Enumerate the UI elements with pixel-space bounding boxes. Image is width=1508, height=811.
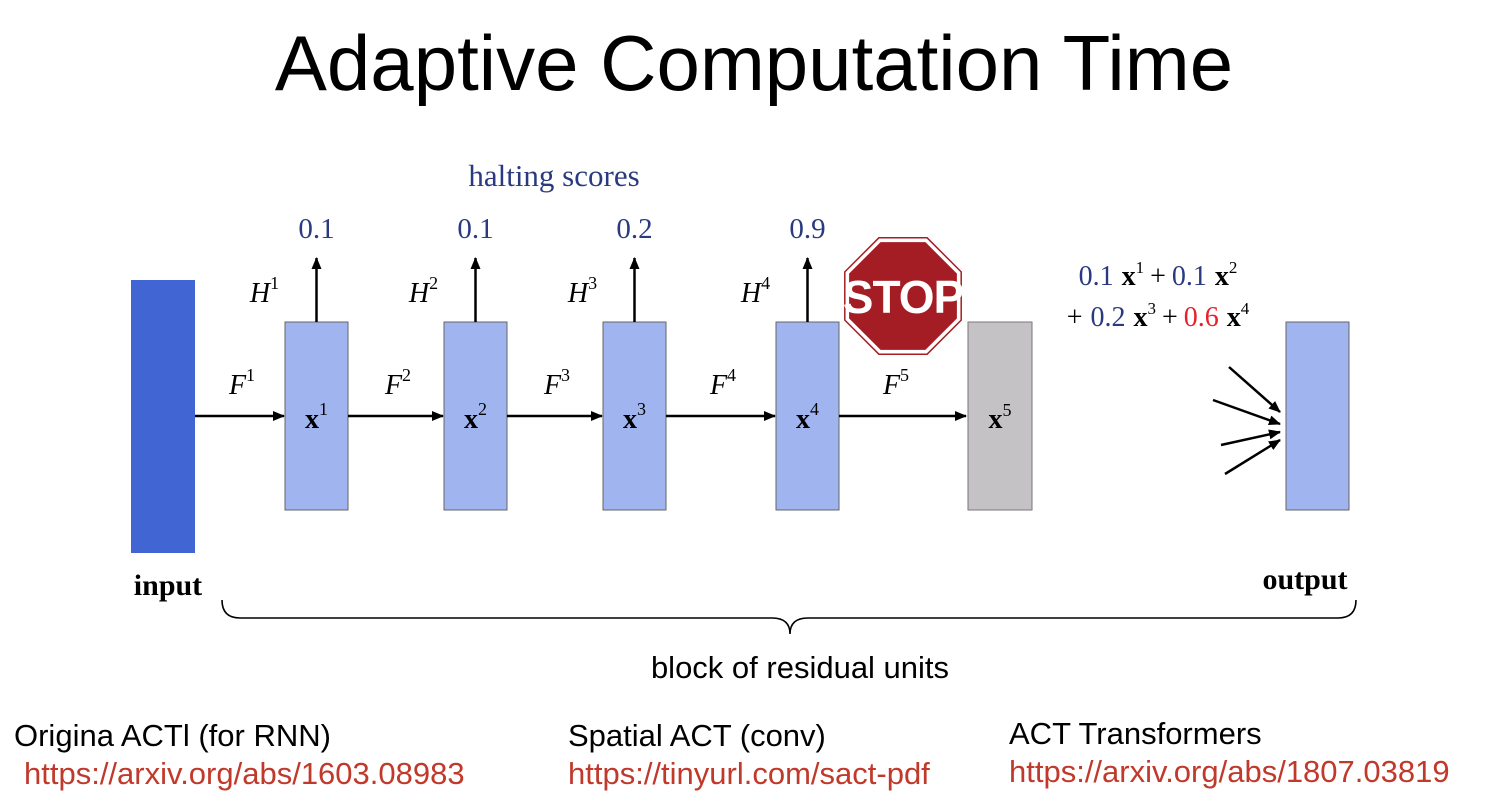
residual-function-label: F1 — [228, 365, 255, 401]
residual-unit: F2 x2 H2 0.1 — [348, 213, 508, 511]
residual-unit: F4 x4 H4 0.9 — [666, 213, 840, 511]
brace-label: block of residual units — [651, 650, 949, 685]
reference-rnn-link[interactable]: https://arxiv.org/abs/1603.08983 — [24, 756, 465, 791]
halted-unit-label: x5 — [989, 400, 1012, 435]
reference-spatial: Spatial ACT (conv) https://tinyurl.com/s… — [568, 718, 930, 792]
reference-spatial-label: Spatial ACT (conv) — [568, 718, 826, 753]
halting-scores-label: halting scores — [468, 158, 639, 193]
halting-score: 0.2 — [616, 213, 652, 245]
halted-transition: F5 — [839, 365, 967, 421]
residual-unit-block — [284, 321, 349, 511]
residual-unit-label: x1 — [305, 399, 328, 435]
residual-function-label: F2 — [384, 365, 411, 401]
stop-sign-border — [844, 237, 962, 355]
residual-function-label: F4 — [709, 365, 736, 401]
output-block — [1285, 321, 1350, 511]
formula-line-2: +0.2 x3 +0.6 x4 — [1067, 299, 1250, 333]
residual-unit-label: x3 — [623, 399, 646, 435]
stop-sign: STOP — [843, 237, 965, 355]
residual-unit-block — [443, 321, 508, 511]
halting-function-label: H4 — [740, 273, 770, 309]
residual-unit-label: x2 — [464, 399, 487, 435]
halting-score: 0.1 — [298, 213, 334, 245]
halting-function-label: H2 — [408, 273, 438, 309]
halted-unit: x5 — [967, 321, 1033, 511]
input-block — [131, 280, 195, 553]
residual-block-brace — [221, 599, 1357, 635]
output-arrow — [1220, 429, 1281, 447]
output-input-arrows — [1212, 366, 1281, 476]
stop-sign-text: STOP — [843, 271, 964, 323]
residual-unit-block — [775, 321, 840, 511]
halted-unit-block — [967, 321, 1033, 511]
slide-title: Adaptive Computation Time — [274, 19, 1234, 107]
reference-spatial-link[interactable]: https://tinyurl.com/sact-pdf — [568, 756, 930, 791]
output-arrow — [1212, 398, 1281, 426]
reference-rnn-label: Origina ACTl (for RNN) — [14, 718, 331, 753]
halting-score: 0.9 — [789, 213, 825, 245]
input-label: input — [134, 569, 202, 602]
residual-unit-label: x4 — [796, 399, 819, 435]
reference-transformers: ACT Transformers https://arxiv.org/abs/1… — [1009, 716, 1450, 790]
output-arrow — [1228, 366, 1281, 413]
output-label: output — [1262, 563, 1347, 596]
residual-units: F1 x1 H1 0.1 F2 x2 H2 0.1 F3 x3 H3 0.2 F4 x4 H4 0.9 F5 — [195, 213, 967, 511]
reference-transformers-label: ACT Transformers — [1009, 716, 1262, 751]
halting-function-label: H3 — [567, 273, 597, 309]
output-arrow — [1224, 438, 1281, 476]
residual-unit: F1 x1 H1 0.1 — [195, 213, 349, 511]
act-diagram: halting scores input F1x1H10.1F2x2H20.1F… — [131, 158, 1357, 685]
reference-transformers-link[interactable]: https://arxiv.org/abs/1807.03819 — [1009, 754, 1450, 789]
residual-function-label: F3 — [543, 365, 570, 401]
halting-function-label: H1 — [249, 273, 279, 309]
reference-rnn: Origina ACTl (for RNN) https://arxiv.org… — [14, 718, 465, 792]
halting-score: 0.1 — [457, 213, 493, 245]
formula-line-1: 0.1 x1 +0.1 x2 — [1079, 258, 1238, 292]
residual-unit: F3 x3 H3 0.2 — [507, 213, 667, 511]
residual-function-label: F5 — [882, 365, 909, 401]
stop-sign-octagon — [846, 239, 960, 353]
